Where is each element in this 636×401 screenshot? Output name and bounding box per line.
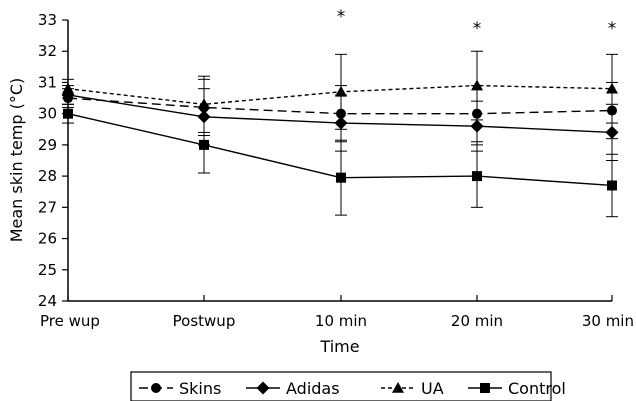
x-tick-label: Pre wup bbox=[40, 312, 100, 330]
data-point-control bbox=[472, 171, 482, 182]
error-bars bbox=[62, 50, 618, 218]
significance-star: * bbox=[473, 19, 482, 39]
data-point-control bbox=[63, 108, 73, 119]
legend-items: Skins Adidas UA Control bbox=[139, 379, 566, 398]
x-tick-label: Postwup bbox=[173, 312, 236, 330]
y-tick-label: 28 bbox=[38, 167, 57, 185]
y-tick-label: 33 bbox=[38, 11, 57, 29]
legend-label-control: Control bbox=[508, 379, 566, 398]
data-point-adidas bbox=[605, 125, 619, 139]
data-point-ua bbox=[471, 79, 483, 91]
y-tick-label: 29 bbox=[38, 136, 57, 154]
data-point-control bbox=[607, 180, 617, 191]
x-tick-label: 20 min bbox=[451, 312, 503, 330]
data-point-skins bbox=[472, 108, 482, 119]
legend-label-skins: Skins bbox=[179, 379, 221, 398]
y-tick-label: 30 bbox=[38, 105, 57, 123]
data-point-skins bbox=[336, 108, 346, 119]
data-point-control bbox=[199, 139, 209, 150]
legend-marker-control bbox=[480, 383, 490, 393]
y-tick-label: 27 bbox=[38, 198, 57, 216]
significance-star: * bbox=[608, 19, 617, 39]
significance-star: * bbox=[337, 7, 346, 27]
legend-marker-skins bbox=[151, 383, 161, 393]
y-ticks: 24 25 26 27 28 29 30 31 32 33 bbox=[38, 11, 68, 310]
x-tick-label: 30 min bbox=[582, 312, 634, 330]
legend-marker-ua bbox=[392, 382, 404, 393]
legend-label-adidas: Adidas bbox=[286, 379, 340, 398]
y-axis-title: Mean skin temp (°C) bbox=[7, 78, 26, 243]
series-markers bbox=[61, 79, 619, 191]
data-point-ua bbox=[62, 82, 74, 94]
legend-label-ua: UA bbox=[421, 379, 444, 398]
data-point-control bbox=[336, 172, 346, 183]
data-point-adidas bbox=[334, 116, 348, 130]
data-point-skins bbox=[607, 105, 617, 116]
x-ticks: Pre wup Postwup 10 min 20 min 30 min bbox=[40, 295, 634, 330]
y-tick-label: 32 bbox=[38, 42, 57, 60]
significance-annotations: * * * bbox=[337, 7, 617, 39]
legend-marker-adidas bbox=[256, 381, 270, 395]
data-point-ua bbox=[198, 98, 210, 110]
y-tick-label: 31 bbox=[38, 73, 57, 91]
legend: Skins Adidas UA Control bbox=[130, 371, 566, 401]
y-tick-label: 24 bbox=[38, 292, 57, 310]
data-point-adidas bbox=[197, 110, 211, 124]
data-point-ua bbox=[606, 82, 618, 94]
y-tick-label: 25 bbox=[38, 261, 57, 279]
x-tick-label: 10 min bbox=[315, 312, 367, 330]
x-axis-title: Time bbox=[319, 337, 359, 356]
y-tick-label: 26 bbox=[38, 230, 57, 248]
axes bbox=[67, 20, 612, 302]
data-point-ua bbox=[335, 85, 347, 97]
data-point-adidas bbox=[470, 119, 484, 133]
series-lines bbox=[67, 84, 613, 187]
